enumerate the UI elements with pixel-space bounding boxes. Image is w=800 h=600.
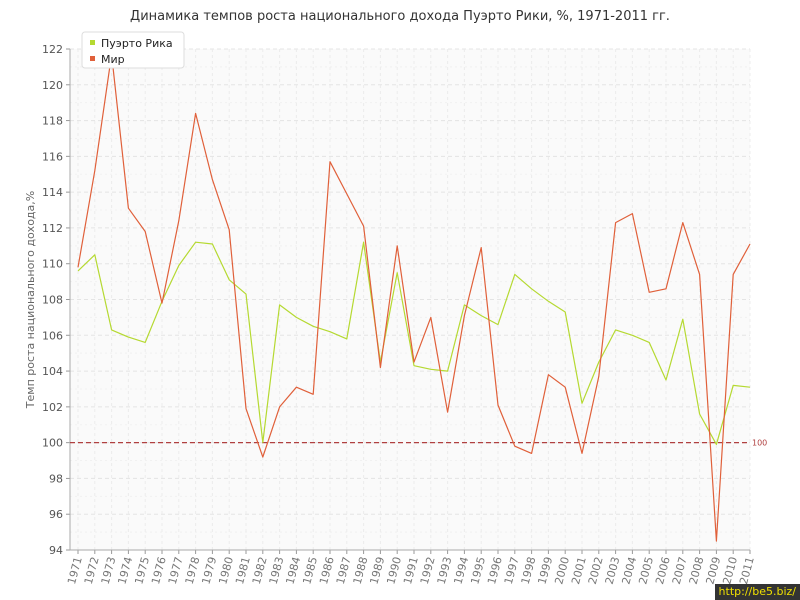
reference-line-group: 100 bbox=[70, 439, 767, 448]
y-tick-label: 106 bbox=[42, 329, 63, 342]
x-tick-label: 2011 bbox=[737, 555, 757, 585]
y-tick-label: 120 bbox=[42, 79, 63, 92]
y-tick-label: 100 bbox=[42, 437, 63, 450]
reference-line-label: 100 bbox=[752, 439, 767, 448]
y-tick-label: 104 bbox=[42, 365, 63, 378]
legend-label-puerto-rico: Пуэрто Рика bbox=[101, 37, 173, 50]
legend-swatch-world bbox=[90, 56, 95, 61]
y-tick-label: 98 bbox=[49, 472, 63, 485]
y-tick-label: 102 bbox=[42, 401, 63, 414]
axes bbox=[66, 48, 751, 554]
chart-title: Динамика темпов роста национального дохо… bbox=[130, 9, 670, 24]
y-tick-label: 114 bbox=[42, 186, 63, 199]
legend: Пуэрто Рика Мир bbox=[81, 31, 185, 69]
legend-box bbox=[81, 31, 185, 69]
y-axis-label: Темп роста национального дохода,% bbox=[24, 191, 37, 409]
y-tick-label: 122 bbox=[42, 43, 63, 56]
y-tick-label: 108 bbox=[42, 294, 63, 307]
y-tick-label: 112 bbox=[42, 222, 63, 235]
legend-swatch-puerto-rico bbox=[90, 40, 95, 45]
watermark-link[interactable]: http://be5.biz/ bbox=[714, 584, 800, 600]
y-tick-label: 116 bbox=[42, 150, 63, 163]
series-line-puerto-rico bbox=[77, 241, 751, 445]
y-tick-label: 96 bbox=[49, 508, 63, 521]
y-tick-label: 110 bbox=[42, 258, 63, 271]
y-tick-label: 94 bbox=[49, 544, 63, 557]
series-group bbox=[77, 53, 751, 542]
series-line-world bbox=[77, 53, 751, 542]
legend-label-world: Мир bbox=[101, 53, 125, 66]
y-tick-label: 118 bbox=[42, 115, 63, 128]
